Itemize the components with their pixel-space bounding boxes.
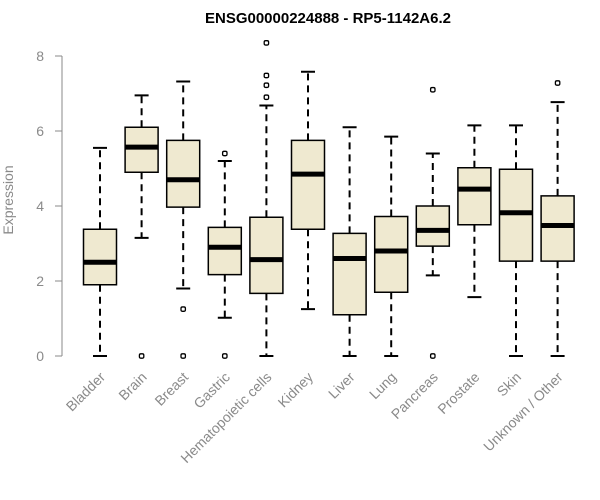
- iqr-box: [373, 215, 409, 293]
- outlier-point: [180, 306, 187, 312]
- x-tick-label: Liver: [325, 369, 358, 402]
- x-tick-label: Skin: [494, 369, 525, 400]
- x-tick-label: Breast: [151, 369, 191, 409]
- boxes: [82, 40, 575, 359]
- y-tick-label: 0: [36, 348, 44, 364]
- box-liver: [332, 126, 367, 357]
- iqr-box: [124, 126, 159, 173]
- box-unknown-other: [540, 80, 575, 357]
- outlier-point: [554, 80, 561, 86]
- outlier-point: [429, 353, 436, 359]
- outlier-point: [180, 353, 187, 359]
- box-pancreas: [415, 86, 451, 359]
- x-tick-label: Prostate: [434, 369, 482, 417]
- box-prostate: [457, 124, 492, 299]
- iqr-box: [415, 205, 451, 247]
- iqr-box: [82, 228, 118, 286]
- iqr-box: [332, 232, 367, 316]
- box-bladder: [82, 146, 118, 357]
- iqr-box: [207, 226, 243, 276]
- y-tick-label: 2: [36, 273, 44, 289]
- y-axis-label: Expression: [0, 165, 16, 234]
- y-axis: 0 2 4 6 8: [36, 48, 63, 364]
- y-tick-label: 6: [36, 123, 44, 139]
- iqr-box: [457, 167, 492, 226]
- outlier-point: [429, 86, 436, 93]
- iqr-box: [540, 195, 575, 262]
- y-tick-label: 4: [36, 198, 44, 214]
- outlier-point: [263, 40, 270, 46]
- outlier-point: [263, 82, 270, 89]
- y-tick-label: 8: [36, 48, 44, 64]
- x-tick-label: Kidney: [275, 369, 317, 411]
- box-brain: [124, 94, 159, 359]
- x-tick-label: Lung: [366, 369, 399, 402]
- x-tick-label: Bladder: [63, 369, 109, 415]
- box-kidney: [290, 70, 326, 311]
- outlier-point: [221, 150, 228, 157]
- outlier-point: [221, 353, 228, 359]
- chart-title: ENSG00000224888 - RP5-1142A6.2: [205, 10, 451, 27]
- outlier-point: [138, 353, 145, 359]
- box-gastric: [207, 150, 243, 359]
- x-tick-label: Unknown / Other: [480, 369, 566, 455]
- outlier-point: [263, 72, 270, 79]
- box-lung: [373, 135, 409, 357]
- outlier-point: [263, 94, 270, 101]
- box-hematopoietic-cells: [249, 40, 284, 357]
- iqr-box: [290, 139, 326, 230]
- x-tick-label: Brain: [115, 369, 149, 403]
- box-breast: [165, 80, 201, 359]
- iqr-box: [165, 139, 201, 208]
- iqr-box: [249, 216, 284, 295]
- box-skin: [498, 124, 534, 357]
